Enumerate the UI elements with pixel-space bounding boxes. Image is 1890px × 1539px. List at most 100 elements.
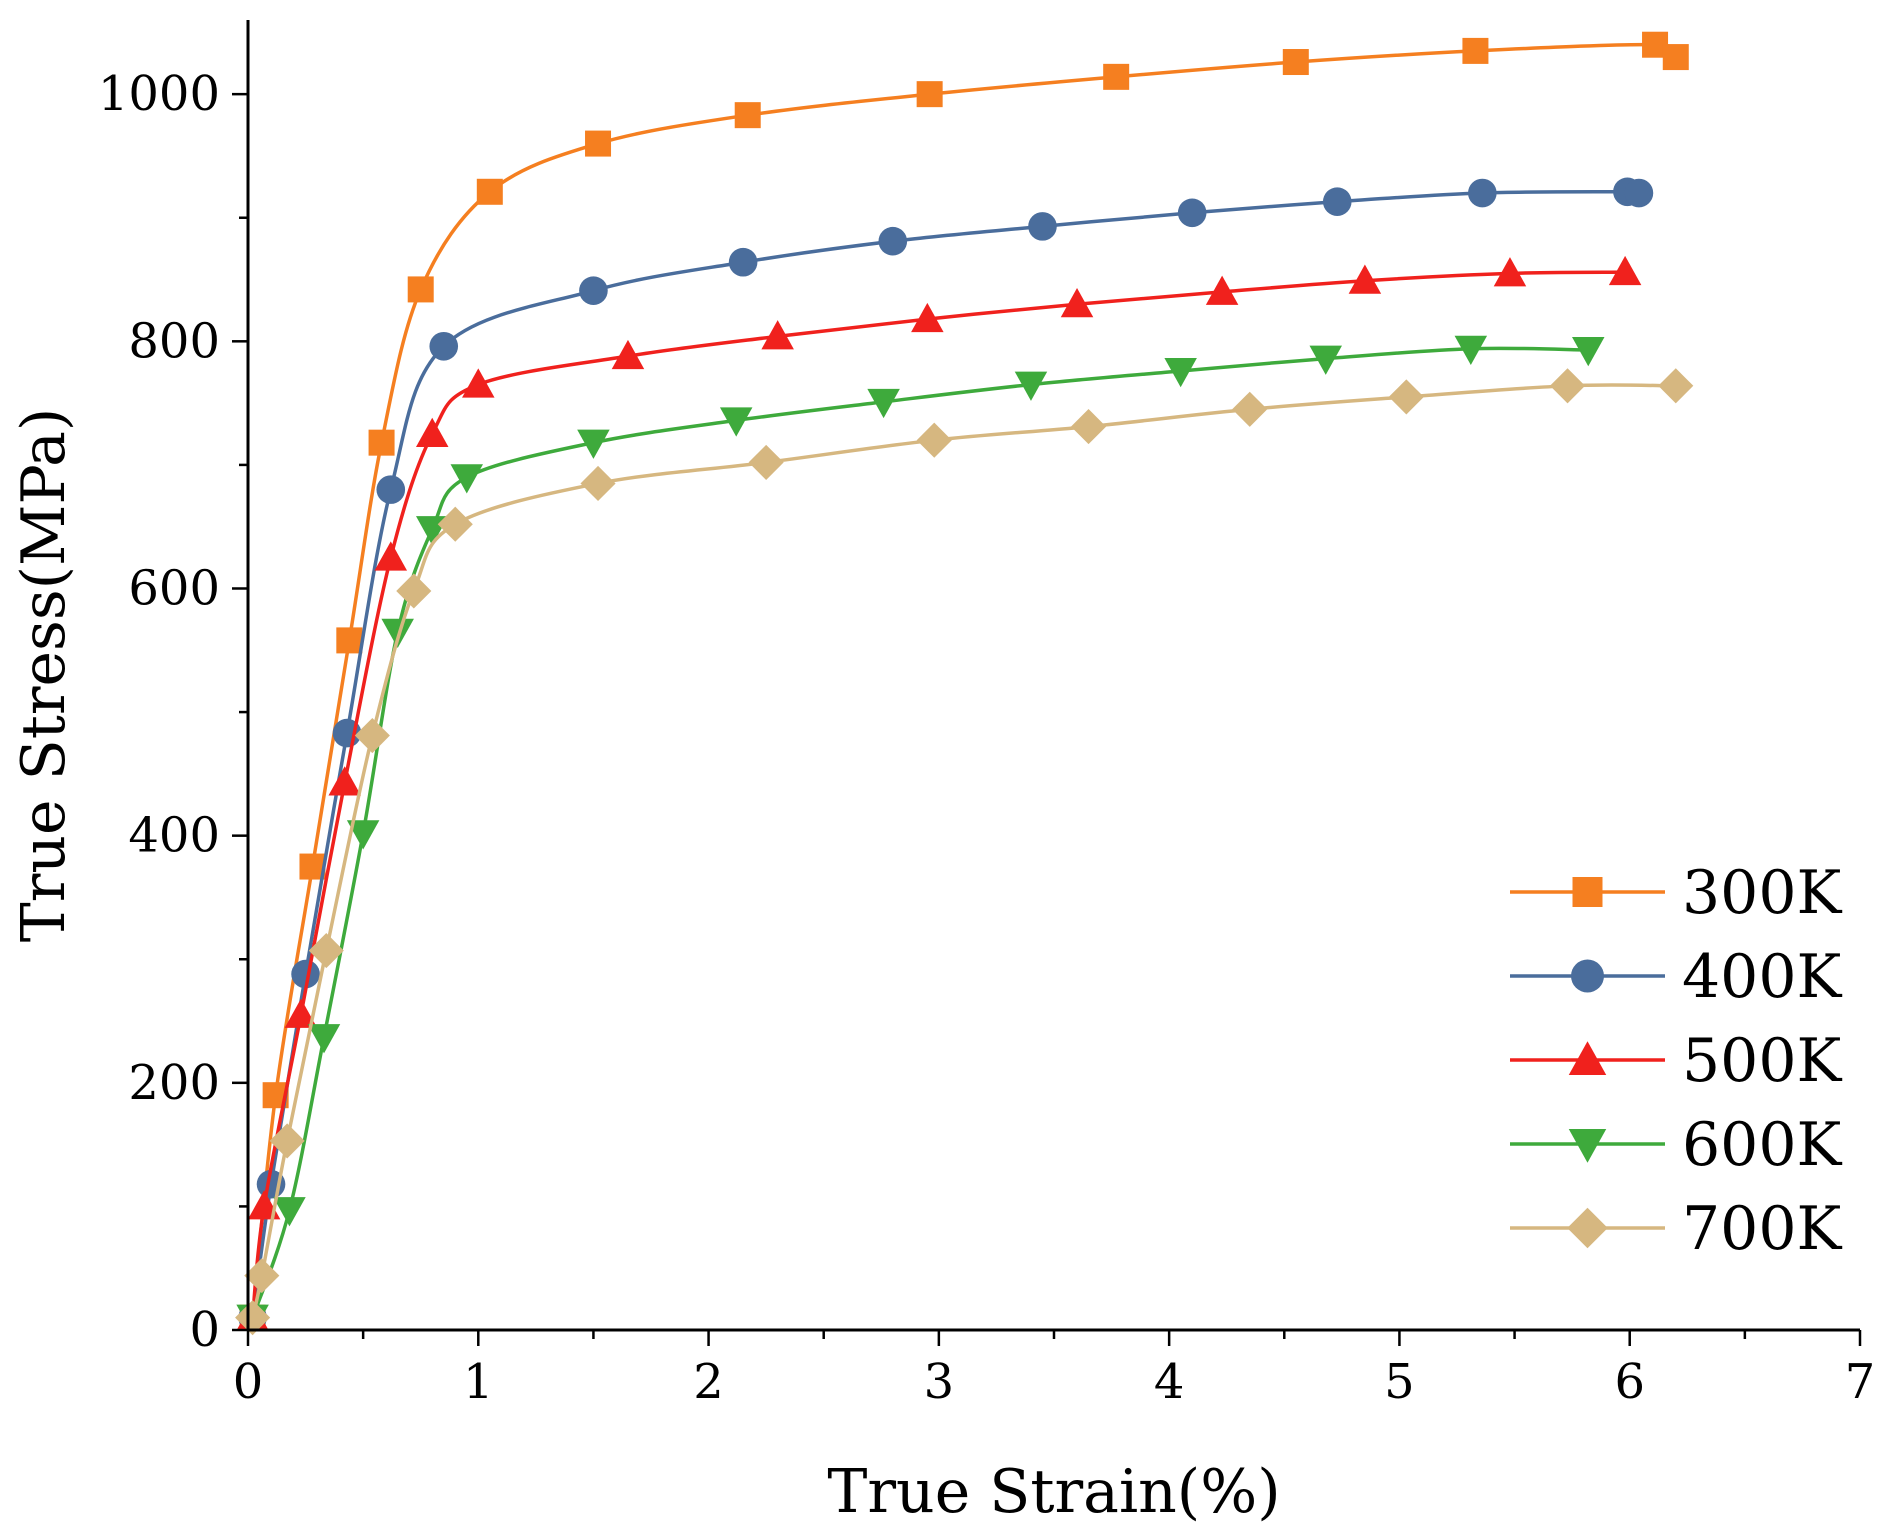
x-tick-label: 6: [1614, 1354, 1645, 1410]
triangle-down-marker: [1309, 345, 1342, 375]
triangle-up-marker: [761, 320, 794, 350]
triangle-down-marker: [273, 1197, 306, 1227]
circle-marker: [1028, 212, 1057, 241]
y-tick-label: 200: [128, 1055, 220, 1111]
triangle-down-marker: [867, 388, 900, 419]
square-marker: [336, 627, 363, 654]
triangle-up-marker: [374, 541, 408, 571]
triangle-down-marker: [346, 820, 380, 850]
x-tick-label: 7: [1845, 1354, 1876, 1410]
series-line: [250, 189, 1644, 1318]
circle-marker: [429, 331, 459, 361]
circle-marker: [1322, 187, 1352, 216]
legend-item: 700K: [1510, 1194, 1843, 1264]
square-marker: [407, 276, 434, 303]
triangle-down-marker: [1454, 335, 1488, 365]
x-tick-label: 5: [1384, 1354, 1415, 1410]
square-marker: [916, 81, 943, 108]
circle-marker: [1624, 178, 1654, 208]
legend-item: 400K: [1510, 942, 1843, 1012]
diamond-marker: [1232, 391, 1268, 427]
diamond-marker: [269, 1123, 305, 1159]
triangle-down-marker: [450, 464, 484, 494]
circle-marker: [1468, 178, 1497, 208]
circle-marker: [728, 247, 758, 277]
series-line: [250, 346, 1589, 1319]
triangle-up-marker: [1205, 275, 1239, 305]
legend-item: 600K: [1510, 1110, 1843, 1180]
y-tick-label: 0: [189, 1302, 220, 1358]
legend-item: 300K: [1510, 858, 1843, 928]
series-line: [250, 383, 1676, 1319]
series-700K: [235, 368, 1694, 1336]
x-tick-label: 3: [924, 1354, 955, 1410]
square-marker: [1282, 49, 1309, 76]
diamond-marker: [244, 1258, 280, 1294]
diamond-marker: [1070, 409, 1107, 445]
legend-label: 400K: [1682, 942, 1843, 1012]
diamond-marker: [354, 718, 390, 754]
diamond-marker: [308, 933, 344, 969]
circle-marker: [376, 475, 406, 504]
triangle-up-marker: [1493, 257, 1527, 287]
square-marker: [1462, 37, 1489, 64]
circle-marker: [579, 276, 608, 305]
diamond-marker: [1658, 368, 1694, 404]
square-marker: [1103, 63, 1130, 90]
y-tick-label: 600: [128, 560, 220, 616]
x-axis: 0 1 2 3 4 5 6 7: [233, 1328, 1876, 1410]
triangle-down-marker: [1014, 371, 1048, 401]
series-500K: [236, 255, 1642, 1331]
square-marker: [368, 429, 395, 456]
y-tick-label: 800: [128, 313, 220, 369]
series-600K: [236, 335, 1605, 1334]
circle-marker: [1571, 959, 1604, 993]
diamond-marker: [916, 422, 952, 458]
legend-item: 500K: [1510, 1026, 1843, 1096]
triangle-down-marker: [1572, 336, 1605, 367]
diamond-marker: [580, 465, 616, 501]
x-tick-label: 0: [233, 1354, 264, 1410]
square-marker: [1662, 44, 1689, 71]
diamond-marker: [396, 573, 432, 609]
triangle-down-marker: [307, 1024, 341, 1054]
triangle-up-marker: [911, 302, 944, 333]
series-300K: [239, 31, 1689, 1331]
square-marker: [1572, 877, 1603, 907]
x-tick-label: 2: [693, 1354, 724, 1410]
triangle-down-marker: [719, 407, 753, 437]
triangle-up-marker: [1060, 287, 1094, 318]
y-tick-label: 1000: [98, 66, 220, 122]
x-axis-title: True Strain(%): [827, 1457, 1280, 1527]
square-marker: [585, 130, 612, 157]
series-line: [250, 42, 1679, 1318]
legend-label: 600K: [1682, 1110, 1843, 1180]
diamond-marker: [1549, 368, 1586, 404]
triangle-up-marker: [415, 417, 449, 448]
circle-marker: [878, 226, 908, 256]
triangle-down-marker: [1568, 1129, 1607, 1163]
y-axis: 0 200 400 600 800 1000: [98, 20, 250, 1358]
x-tick-label: 1: [463, 1354, 494, 1410]
y-tick-label: 400: [128, 808, 220, 864]
square-marker: [734, 102, 761, 129]
diamond-marker: [235, 1300, 271, 1336]
diamond-marker: [748, 444, 784, 480]
triangle-down-marker: [577, 429, 610, 459]
y-axis-title: True Stress(MPa): [9, 408, 79, 943]
triangle-up-marker: [284, 998, 318, 1028]
legend-label: 700K: [1682, 1194, 1843, 1264]
triangle-down-marker: [381, 618, 414, 648]
triangle-up-marker: [1568, 1041, 1607, 1075]
legend-label: 500K: [1682, 1026, 1843, 1096]
circle-marker: [1177, 198, 1207, 228]
diamond-marker: [1567, 1207, 1608, 1249]
triangle-up-marker: [462, 368, 495, 398]
plot-area: [235, 31, 1694, 1336]
triangle-up-marker: [611, 339, 645, 370]
triangle-down-marker: [1164, 357, 1197, 388]
diamond-marker: [1388, 379, 1424, 415]
legend-label: 300K: [1682, 858, 1843, 928]
triangle-up-marker: [1608, 255, 1642, 286]
